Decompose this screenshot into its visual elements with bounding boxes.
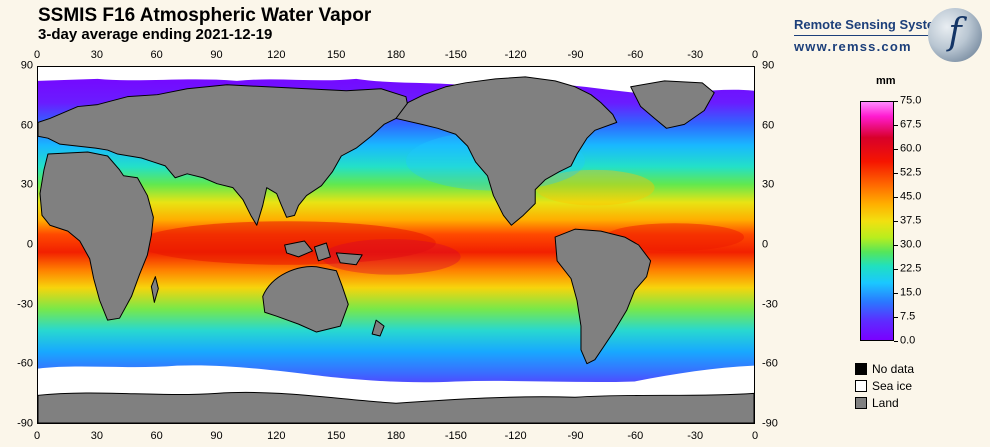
land-new-zealand bbox=[371, 319, 385, 337]
lon-tick-label-bottom: -120 bbox=[504, 430, 527, 442]
lat-tick-label-right: -90 bbox=[762, 417, 778, 430]
lon-tick-label-bottom: 90 bbox=[210, 430, 223, 442]
colorbar-tick-label: 0.0 bbox=[900, 334, 916, 347]
land-africa bbox=[39, 151, 154, 321]
lon-tick-label-bottom: -150 bbox=[444, 430, 467, 442]
land-australia bbox=[262, 266, 349, 333]
water-vapor-map bbox=[37, 66, 755, 424]
colorbar-tick bbox=[894, 245, 898, 246]
lon-tick-label-bottom: 150 bbox=[326, 430, 346, 442]
colorbar-tick bbox=[894, 341, 898, 342]
colorbar-tick-label: 37.5 bbox=[900, 214, 922, 227]
colorbar-tick-label: 67.5 bbox=[900, 118, 922, 131]
lon-tick-label-top: 0 bbox=[33, 49, 41, 61]
lat-tick-label-right: 0 bbox=[762, 238, 769, 251]
colorbar-tick bbox=[894, 101, 898, 102]
land-eurasia bbox=[38, 84, 409, 226]
land-masses bbox=[38, 76, 754, 423]
lat-tick-label-right: 90 bbox=[762, 59, 775, 72]
colorbar bbox=[860, 101, 894, 341]
colorbar-tick bbox=[894, 149, 898, 150]
lon-tick-label-top: 90 bbox=[210, 49, 223, 61]
colorbar-tick-label: 52.5 bbox=[900, 166, 922, 179]
brand-block: Remote Sensing Systems www.remss.com bbox=[794, 17, 953, 54]
legend-item: Sea ice bbox=[855, 379, 912, 393]
logo-letter: f bbox=[948, 12, 962, 53]
lat-tick-label-left: -60 bbox=[17, 357, 33, 370]
legend-swatch bbox=[855, 397, 867, 409]
colorbar-tick-label: 75.0 bbox=[900, 94, 922, 107]
legend-label: No data bbox=[872, 362, 915, 376]
colorbar-tick bbox=[894, 293, 898, 294]
lon-tick-label-bottom: 60 bbox=[150, 430, 163, 442]
lat-tick-label-right: 30 bbox=[762, 178, 775, 191]
lon-tick-label-bottom: 0 bbox=[751, 430, 759, 442]
colorbar-tick-label: 45.0 bbox=[900, 190, 922, 203]
colorbar-tick bbox=[894, 317, 898, 318]
lon-tick-label-bottom: 30 bbox=[90, 430, 103, 442]
globe-logo-icon: f bbox=[928, 8, 982, 62]
map-subtitle: 3-day average ending 2021-12-19 bbox=[38, 26, 273, 43]
colorbar-tick bbox=[894, 197, 898, 198]
brand-url: www.remss.com bbox=[794, 39, 912, 54]
lat-tick-label-right: -30 bbox=[762, 298, 778, 311]
lon-tick-label-top: 150 bbox=[326, 49, 346, 61]
lon-tick-label-bottom: -60 bbox=[627, 430, 644, 442]
colorbar-tick-label: 7.5 bbox=[900, 310, 916, 323]
land-madagascar bbox=[150, 276, 159, 303]
colorbar-tick-label: 15.0 bbox=[900, 286, 922, 299]
lon-tick-label-top: -90 bbox=[567, 49, 584, 61]
brand-divider bbox=[794, 35, 946, 36]
lon-tick-label-top: -60 bbox=[627, 49, 644, 61]
colorbar-tick bbox=[894, 173, 898, 174]
legend-swatch bbox=[855, 363, 867, 375]
land-indonesia bbox=[284, 240, 363, 266]
lon-tick-label-bottom: 120 bbox=[267, 430, 286, 442]
lat-tick-label-left: 60 bbox=[20, 119, 33, 132]
lon-tick-label-top: -150 bbox=[444, 49, 467, 61]
land-south-america bbox=[554, 228, 652, 365]
colorbar-tick bbox=[894, 269, 898, 270]
legend-label: Sea ice bbox=[872, 379, 913, 393]
lon-tick-label-top: -30 bbox=[687, 49, 704, 61]
colorbar-tick bbox=[894, 221, 898, 222]
colorbar-tick-label: 22.5 bbox=[900, 262, 922, 275]
lon-tick-label-top: 30 bbox=[90, 49, 103, 61]
map-title: SSMIS F16 Atmospheric Water Vapor bbox=[38, 5, 372, 26]
legend-item: Land bbox=[855, 396, 899, 410]
lon-tick-label-bottom: -90 bbox=[567, 430, 584, 442]
lon-tick-label-bottom: 0 bbox=[33, 430, 41, 442]
colorbar-tick bbox=[894, 125, 898, 126]
lat-tick-label-left: 90 bbox=[20, 59, 33, 72]
lon-tick-label-top: 120 bbox=[267, 49, 286, 61]
colorbar-tick-label: 30.0 bbox=[900, 238, 922, 251]
brand-name: Remote Sensing Systems bbox=[794, 17, 953, 32]
land-north-america bbox=[395, 76, 618, 226]
land-greenland bbox=[630, 80, 715, 129]
lat-tick-label-right: 60 bbox=[762, 119, 775, 132]
legend-label: Land bbox=[872, 396, 899, 410]
colorbar-tick-label: 60.0 bbox=[900, 142, 922, 155]
lat-tick-label-right: -60 bbox=[762, 357, 778, 370]
lon-tick-label-top: 60 bbox=[150, 49, 163, 61]
land-antarctica bbox=[38, 391, 754, 423]
lon-tick-label-bottom: -30 bbox=[687, 430, 704, 442]
lon-tick-label-top: -120 bbox=[504, 49, 527, 61]
lat-tick-label-left: 30 bbox=[20, 178, 33, 191]
lat-tick-label-left: -30 bbox=[17, 298, 33, 311]
lon-tick-label-top: 180 bbox=[386, 49, 406, 61]
colorbar-unit: mm bbox=[876, 75, 896, 87]
legend-swatch bbox=[855, 380, 867, 392]
lat-tick-label-left: -90 bbox=[17, 417, 33, 430]
lon-tick-label-bottom: 180 bbox=[386, 430, 406, 442]
lat-tick-label-left: 0 bbox=[26, 238, 33, 251]
legend-item: No data bbox=[855, 362, 914, 376]
lon-tick-label-top: 0 bbox=[751, 49, 759, 61]
